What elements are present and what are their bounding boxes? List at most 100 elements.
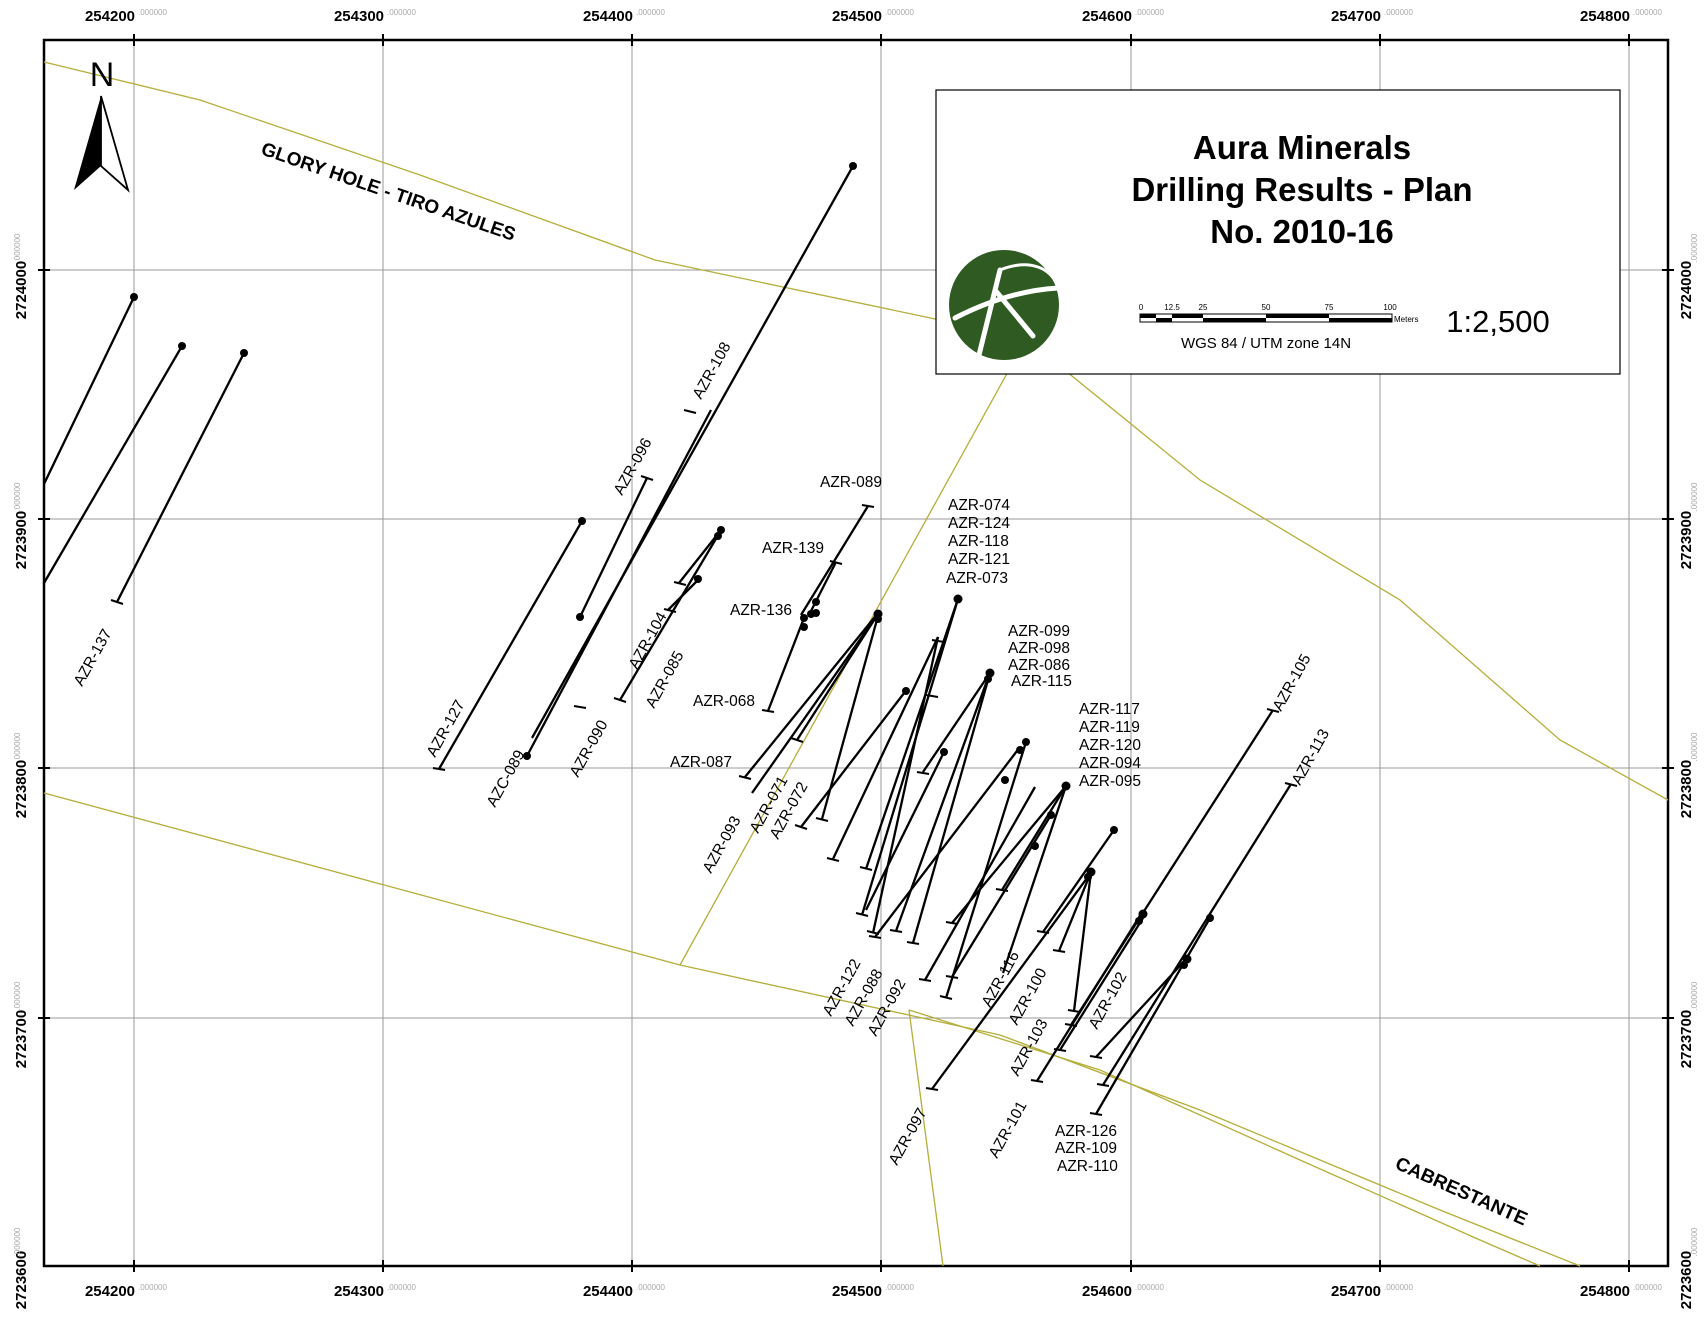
drill-hole-azr116 <box>1001 785 1068 974</box>
drill-hole-azr103 <box>1059 917 1144 1051</box>
northing-label-2723600-right: 2723600 <box>1678 1251 1695 1309</box>
scale-bar-segment <box>1156 318 1172 322</box>
drill-hole-grp3-c <box>1001 785 1067 891</box>
scale-tick-label: 12.5 <box>1164 303 1180 312</box>
title-subtitle: Drilling Results - Plan <box>1131 171 1472 208</box>
easting-suffix: .000000 <box>387 8 416 17</box>
northing-label-2724000-left: 2724000 <box>13 261 30 319</box>
collar-marker <box>1047 811 1055 819</box>
northing-suffix: .000000 <box>1690 482 1699 511</box>
collar-marker <box>1016 746 1024 754</box>
drill-hole-grp1-e <box>864 751 946 911</box>
collar-marker <box>523 752 531 760</box>
northing-label-2723700-left: 2723700 <box>13 1010 30 1068</box>
scale-tick-label: 25 <box>1199 303 1208 312</box>
drill-hole-azr137 <box>115 352 246 603</box>
hole-label-grp3-1: AZR-119 <box>1079 719 1140 736</box>
drill-hole-grp2-e <box>924 786 1036 981</box>
coordinate-grid <box>44 40 1668 1266</box>
drill-hole-azr089 <box>800 505 869 616</box>
hole-end-ticks <box>110 409 1298 1116</box>
scale-bar-segment <box>1266 314 1329 318</box>
drill-hole-grp1-c <box>864 598 960 870</box>
collar-marker <box>1138 909 1148 919</box>
hole-label-grp3-4: AZR-095 <box>1079 773 1141 790</box>
easting-suffix: .000000 <box>387 1283 416 1292</box>
drill-hole-grp1-a <box>820 615 880 820</box>
easting-label-254500-top: 254500 <box>832 8 882 25</box>
easting-suffix: .000000 <box>1135 1283 1164 1292</box>
scale-datum-label: WGS 84 / UTM zone 14N <box>1181 335 1351 352</box>
drill-hole-grp3-b <box>951 814 1052 978</box>
scale-ratio-label: 1:2,500 <box>1446 304 1549 339</box>
easting-suffix: .000000 <box>636 8 665 17</box>
cabrestante-boundary-line <box>43 792 1581 1267</box>
drill-hole-azr090 <box>619 531 721 701</box>
drill-hole-grp3-d <box>1042 829 1115 933</box>
drill-hole-azr085 <box>667 577 701 611</box>
northing-suffix: .000000 <box>13 482 22 511</box>
collar-marker <box>717 526 725 534</box>
northing-label-2723900-right: 2723900 <box>1678 511 1695 569</box>
collar-marker <box>800 623 808 631</box>
easting-label-254600-top: 254600 <box>1082 8 1132 25</box>
northing-label-2723700-right: 2723700 <box>1678 1010 1695 1068</box>
drill-holes <box>42 165 1292 1115</box>
hole-label-grp4-2: AZR-110 <box>1057 1158 1118 1175</box>
collar-marker <box>714 532 722 540</box>
easting-label-254600-bottom: 254600 <box>1082 1283 1132 1300</box>
logo-letter-a <box>952 267 1061 358</box>
easting-label-254400-top: 254400 <box>583 8 633 25</box>
northing-suffix: .000000 <box>13 1227 22 1256</box>
northing-label-2723800-left: 2723800 <box>13 760 30 818</box>
northing-suffix: .000000 <box>1690 1227 1699 1256</box>
collar-marker <box>902 687 910 695</box>
collar-marker <box>1135 917 1143 925</box>
easting-suffix: .000000 <box>1384 1283 1413 1292</box>
drill-hole-azr113 <box>1102 783 1292 1086</box>
hole-label-azr139: AZR-139 <box>762 540 824 557</box>
collar-marker <box>812 598 820 606</box>
drill-hole-azr108 <box>530 165 855 739</box>
drill-hole-left-2 <box>43 345 183 584</box>
hole-collar-markers <box>130 162 1214 969</box>
title-number: No. 2010-16 <box>1210 213 1393 250</box>
collar-marker <box>1031 842 1039 850</box>
collar-marker <box>1206 914 1214 922</box>
scale-bar-segment <box>1172 314 1203 318</box>
scale-bar-segment <box>1329 318 1392 322</box>
collar-marker <box>940 748 948 756</box>
frame-ticks <box>38 34 1674 1272</box>
logo-circle <box>949 250 1059 360</box>
hole-label-grp1-3: AZR-121 <box>948 551 1010 568</box>
easting-label-254800-top: 254800 <box>1580 8 1630 25</box>
collar-marker <box>812 609 820 617</box>
collar-marker <box>1084 873 1092 881</box>
easting-label-254700-bottom: 254700 <box>1331 1283 1381 1300</box>
collar-marker <box>130 293 138 301</box>
scale-bar: 0 12.5 25 50 75 100 Meters WGS 84 / UTM … <box>1139 303 1550 352</box>
northing-label-2723800-right: 2723800 <box>1678 760 1695 818</box>
collar-marker <box>240 349 248 357</box>
scale-tick-label: 50 <box>1262 303 1271 312</box>
collar-marker <box>984 675 992 683</box>
collar-marker <box>576 613 584 621</box>
easting-label-254300-top: 254300 <box>334 8 384 25</box>
scale-tick-label: 0 <box>1139 303 1144 312</box>
hole-label-grp1-4: AZR-073 <box>946 570 1008 587</box>
drill-hole-azr096 <box>578 477 649 618</box>
northing-suffix: .000000 <box>13 233 22 262</box>
easting-suffix: .000000 <box>138 8 167 17</box>
collar-marker <box>1001 776 1009 784</box>
hole-label-grp2-0: AZR-099 <box>1008 623 1070 640</box>
drill-hole-grp2-f <box>944 741 1028 999</box>
easting-label-254400-bottom: 254400 <box>583 1283 633 1300</box>
northing-suffix: .000000 <box>13 981 22 1010</box>
drill-hole-azr097 <box>931 873 1091 1090</box>
drill-hole-grp3-e <box>1057 871 1093 952</box>
collar-marker <box>1061 781 1071 791</box>
northing-label-2723900-left: 2723900 <box>13 511 30 569</box>
easting-suffix: .000000 <box>1135 8 1164 17</box>
company-logo <box>949 250 1061 360</box>
